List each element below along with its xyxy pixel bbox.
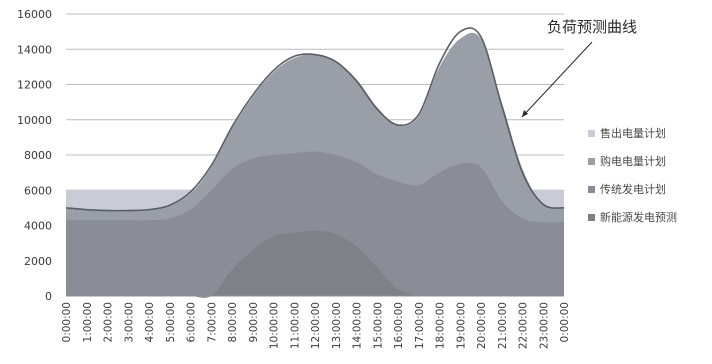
- x-tick-label: 22:00:00: [518, 302, 530, 349]
- x-tick-label: 6:00:00: [186, 302, 198, 342]
- annotation: 负荷预测曲线: [521, 18, 637, 118]
- x-tick-label: 21:00:00: [497, 302, 509, 349]
- legend-swatch: [588, 130, 595, 137]
- legend-label: 传统发电计划: [600, 182, 666, 196]
- series-areas: [66, 32, 564, 298]
- y-tick-label: 12000: [17, 79, 52, 92]
- y-tick-label: 14000: [17, 43, 52, 56]
- series-area: [66, 151, 564, 296]
- y-tick-label: 8000: [24, 149, 52, 162]
- x-tick-label: 7:00:00: [206, 302, 218, 342]
- x-tick-label: 2:00:00: [103, 302, 115, 342]
- x-tick-label: 18:00:00: [435, 302, 447, 349]
- x-tick-label: 1:00:00: [82, 302, 94, 342]
- x-tick-label: 12:00:00: [310, 302, 322, 349]
- x-tick-label: 20:00:00: [476, 302, 488, 349]
- annotation-arrow: [521, 41, 593, 118]
- x-tick-label: 14:00:00: [352, 302, 364, 349]
- x-tick-label: 0:00:00: [61, 302, 73, 342]
- x-tick-label: 17:00:00: [414, 302, 426, 349]
- x-tick-label: 19:00:00: [455, 302, 467, 349]
- y-tick-label: 16000: [17, 8, 52, 21]
- legend-label: 售出电量计划: [600, 126, 666, 140]
- y-tick-label: 4000: [24, 220, 52, 233]
- legend-swatch: [588, 158, 595, 165]
- x-tick-label: 11:00:00: [289, 302, 301, 349]
- y-tick-label: 10000: [17, 114, 52, 127]
- x-tick-label: 8:00:00: [227, 302, 239, 342]
- legend-swatch: [588, 186, 595, 193]
- x-tick-label: 13:00:00: [331, 302, 343, 349]
- y-tick-label: 6000: [24, 184, 52, 197]
- x-tick-label: 9:00:00: [248, 302, 260, 342]
- x-tick-label: 0:00:00: [559, 302, 571, 342]
- load-forecast-line: [65, 27, 565, 212]
- annotation-arrowhead: [522, 110, 528, 117]
- y-tick-label: 2000: [24, 255, 52, 268]
- annotation-text: 负荷预测曲线: [547, 18, 637, 36]
- x-tick-label: 4:00:00: [144, 302, 156, 342]
- series-area: [66, 230, 564, 298]
- axes: 0 2000 4000 6000 8000 10000 12000 14000 16000 0:0…: [17, 8, 571, 349]
- x-tick-label: 3:00:00: [123, 302, 135, 342]
- x-tick-label: 16:00:00: [393, 302, 405, 349]
- y-tick-label: 0: [45, 290, 52, 303]
- x-tick-label: 15:00:00: [372, 302, 384, 349]
- legend-label: 新能源发电预测: [600, 210, 677, 224]
- legend-swatch: [588, 214, 595, 221]
- x-tick-label: 5:00:00: [165, 302, 177, 342]
- forecast-line-layer: [65, 27, 565, 212]
- legend-label: 购电电量计划: [600, 154, 666, 168]
- x-tick-label: 10:00:00: [269, 302, 281, 349]
- x-tick-label: 23:00:00: [538, 302, 550, 349]
